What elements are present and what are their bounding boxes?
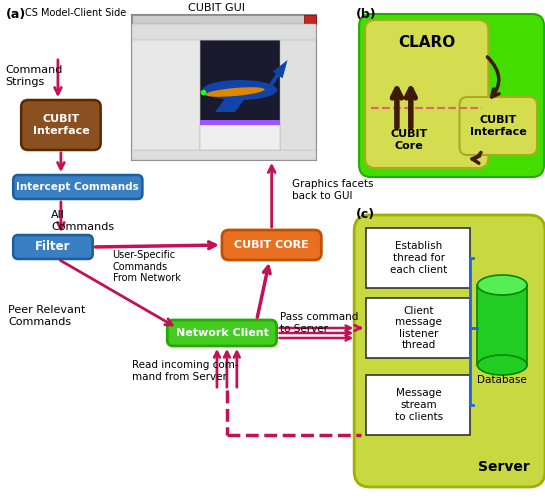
Bar: [200, 120, 280, 125]
Text: Establish
thread for
each client: Establish thread for each client: [390, 242, 447, 274]
Text: CS Model-Client Side: CS Model-Client Side: [25, 8, 126, 18]
Bar: [132, 24, 200, 160]
Text: CLARO: CLARO: [398, 35, 455, 50]
Text: CUBIT GUI: CUBIT GUI: [189, 3, 245, 13]
Bar: [366, 228, 470, 288]
Text: CUBIT
Interface: CUBIT Interface: [470, 115, 526, 137]
Text: CUBIT
Interface: CUBIT Interface: [33, 114, 89, 136]
Ellipse shape: [205, 87, 264, 97]
Text: User-Specific
Commands
From Network: User-Specific Commands From Network: [113, 250, 180, 283]
Text: Graphics facets
back to GUI: Graphics facets back to GUI: [292, 179, 373, 201]
Ellipse shape: [477, 355, 527, 375]
Bar: [280, 24, 316, 160]
Text: Network Client: Network Client: [175, 328, 268, 338]
Bar: [366, 375, 470, 435]
Text: Server: Server: [479, 460, 530, 474]
Text: All
Commands: All Commands: [51, 210, 114, 232]
Bar: [132, 24, 316, 40]
Bar: [132, 150, 316, 160]
Bar: [200, 40, 280, 150]
Bar: [200, 125, 280, 150]
Text: (b): (b): [356, 8, 377, 21]
FancyBboxPatch shape: [222, 230, 322, 260]
Ellipse shape: [203, 80, 277, 100]
FancyBboxPatch shape: [459, 97, 537, 155]
FancyBboxPatch shape: [359, 14, 544, 177]
Bar: [305, 15, 316, 24]
Bar: [132, 15, 316, 160]
Text: Client
message
listener
thread: Client message listener thread: [395, 306, 442, 350]
FancyBboxPatch shape: [354, 215, 545, 487]
Ellipse shape: [477, 275, 527, 295]
FancyBboxPatch shape: [21, 100, 101, 150]
FancyBboxPatch shape: [365, 20, 488, 168]
Text: CUBIT CORE: CUBIT CORE: [234, 240, 309, 250]
Polygon shape: [215, 92, 250, 112]
Text: Filter: Filter: [35, 240, 71, 254]
FancyBboxPatch shape: [13, 175, 142, 199]
Bar: [477, 285, 527, 365]
Text: Intercept Commands: Intercept Commands: [16, 182, 139, 192]
Text: Peer Relevant
Commands: Peer Relevant Commands: [8, 305, 86, 326]
FancyBboxPatch shape: [13, 235, 93, 259]
Text: (c): (c): [356, 208, 376, 221]
Text: Pass command
to Server: Pass command to Server: [280, 312, 358, 334]
Text: Database: Database: [477, 375, 527, 385]
Bar: [366, 298, 470, 358]
Text: Message
stream
to clients: Message stream to clients: [395, 388, 443, 422]
Text: Command
Strings: Command Strings: [5, 65, 63, 86]
FancyBboxPatch shape: [167, 320, 277, 346]
FancyArrow shape: [268, 60, 288, 88]
Bar: [132, 15, 316, 24]
Text: (a): (a): [6, 8, 27, 21]
Text: Read incoming com-
mand from Server: Read incoming com- mand from Server: [132, 360, 239, 382]
Text: CUBIT
Core: CUBIT Core: [390, 129, 427, 151]
